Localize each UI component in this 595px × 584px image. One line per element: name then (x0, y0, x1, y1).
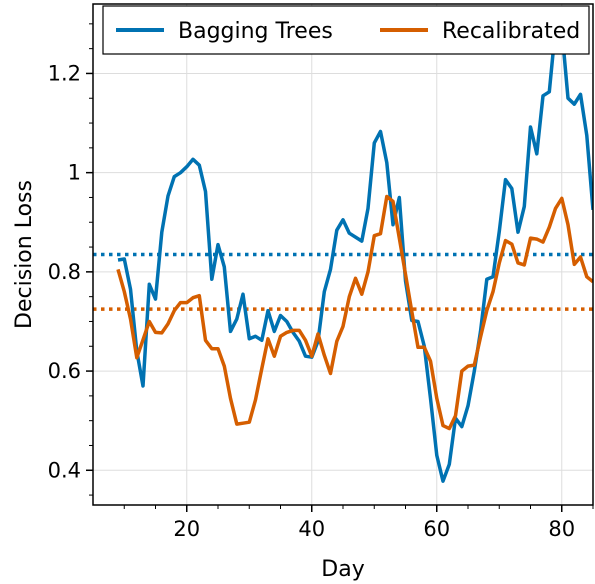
y-tick-label: 0.4 (48, 458, 81, 482)
y-tick-label: 0.8 (48, 260, 81, 284)
y-axis-label: Decision Loss (12, 180, 37, 329)
x-tick-label: 80 (548, 517, 575, 541)
series-line-recalibrated (116, 194, 593, 431)
legend: Bagging Trees Recalibrated (102, 5, 590, 55)
x-axis-label: Day (321, 557, 364, 582)
y-tick-label: 1.2 (48, 61, 81, 85)
grid-lines (93, 4, 593, 505)
series-lines (116, 26, 593, 483)
series-line-bagging-trees (117, 26, 593, 483)
x-tick-label: 40 (298, 517, 325, 541)
y-tick-label: 1 (68, 161, 81, 185)
x-tick-label: 60 (423, 517, 450, 541)
y-tick-label: 0.6 (48, 359, 81, 383)
legend-label: Recalibrated (442, 19, 580, 44)
x-tick-label: 20 (173, 517, 200, 541)
axes: 20 40 60 80 0.4 0.6 0.8 1 1.2 (48, 3, 594, 541)
legend-box (102, 5, 590, 55)
legend-label: Bagging Trees (178, 19, 333, 44)
